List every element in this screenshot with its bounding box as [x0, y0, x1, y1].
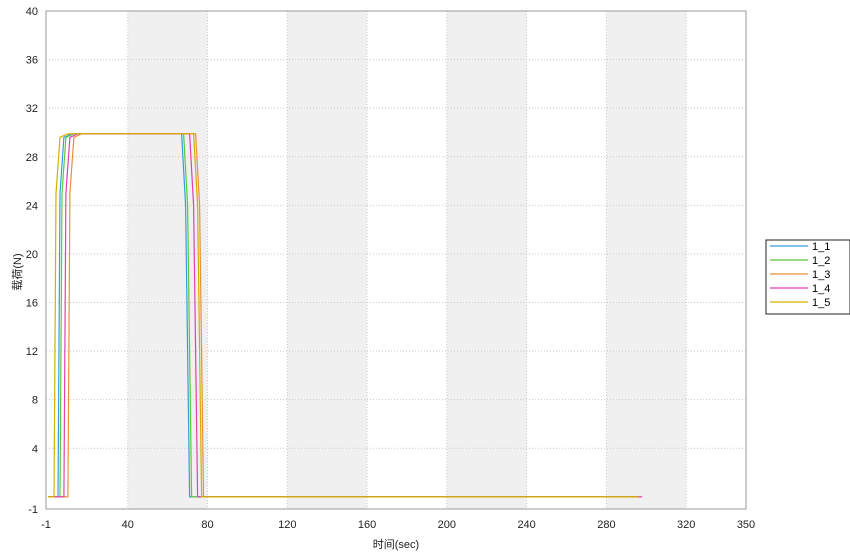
x-tick-label: 120: [278, 519, 296, 531]
legend: 1_1 1_2 1_3 1_4 1_5: [765, 239, 850, 315]
grid-lines: [46, 11, 746, 509]
x-tick-label: 200: [438, 519, 456, 531]
legend-label: 1_2: [812, 255, 830, 267]
shaded-band: [127, 11, 208, 509]
y-tick-label: 8: [32, 395, 38, 407]
y-tick-label: 28: [26, 152, 38, 164]
y-tick-label: -1: [28, 504, 38, 516]
x-axis-title: 时间(sec): [373, 538, 419, 551]
x-tick-label: 280: [597, 519, 615, 531]
legend-label: 1_1: [812, 241, 830, 253]
x-tick-label: 80: [201, 519, 213, 531]
y-axis-title: 载荷(N): [11, 253, 24, 290]
x-tick-label: 320: [677, 519, 695, 531]
x-tick-label: 240: [517, 519, 535, 531]
y-tick-label: 32: [26, 103, 38, 115]
legend-label: 1_4: [812, 283, 830, 295]
y-tick-label: 16: [26, 298, 38, 310]
legend-label: 1_3: [812, 269, 830, 281]
shaded-band: [287, 11, 368, 509]
y-tick-label: 4: [32, 443, 38, 455]
y-axis-ticks: -1 4 8 12 16 20 24 28 32 36 40: [26, 6, 38, 516]
shaded-band: [606, 11, 687, 509]
y-tick-label: 36: [26, 55, 38, 67]
x-tick-label: 40: [122, 519, 134, 531]
x-tick-label: -1: [41, 519, 51, 531]
y-tick-label: 24: [26, 200, 38, 212]
legend-label: 1_5: [812, 297, 830, 309]
x-axis-ticks: -1 40 80 120 160 200 240 280 320 350: [41, 519, 755, 531]
plot-frame: [45, 10, 747, 510]
y-tick-label: 40: [26, 6, 38, 18]
shaded-bands: [127, 11, 687, 509]
y-tick-label: 12: [26, 346, 38, 358]
series-layer: [48, 133, 643, 498]
x-tick-label: 160: [358, 519, 376, 531]
shaded-band: [446, 11, 527, 509]
y-tick-label: 20: [26, 249, 38, 261]
series-line-5: [48, 133, 639, 498]
x-tick-label: 350: [737, 519, 755, 531]
legend-box: [765, 239, 850, 315]
